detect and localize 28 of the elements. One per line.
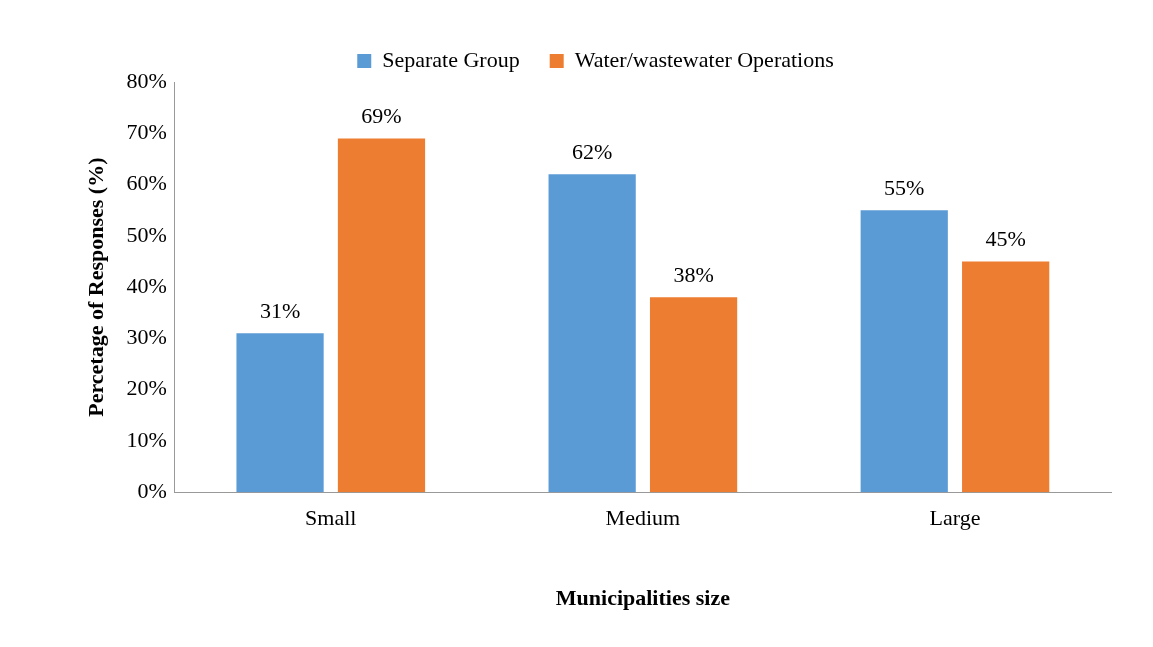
y-tick-label: 50%: [126, 221, 167, 247]
y-tick-label: 40%: [126, 272, 167, 298]
y-axis-title: Percetage of Responses (%): [82, 157, 108, 417]
bar: [962, 261, 1050, 493]
data-label: 45%: [985, 226, 1026, 252]
bar: [236, 333, 324, 493]
bar: [548, 174, 636, 493]
x-axis-title: Municipalities size: [555, 585, 731, 611]
data-label: 62%: [571, 139, 613, 165]
legend-label: Separate Group: [382, 46, 520, 72]
y-tick-label: 10%: [126, 426, 167, 452]
x-tick-label: Medium: [605, 505, 681, 531]
y-tick-label: 70%: [126, 119, 167, 145]
legend-label: Water/wastewater Operations: [574, 46, 834, 72]
data-label: 38%: [673, 262, 714, 288]
x-tick-label: Large: [929, 505, 981, 531]
bar: [337, 138, 426, 493]
data-label: 31%: [259, 298, 301, 324]
bar: [860, 210, 948, 493]
y-tick-label: 0%: [137, 477, 167, 503]
data-label: 69%: [361, 103, 402, 129]
bar: [649, 297, 738, 493]
x-tick-label: Small: [305, 505, 357, 531]
data-label: 55%: [884, 174, 925, 200]
y-tick-label: 30%: [126, 324, 167, 350]
y-tick-label: 80%: [126, 67, 167, 93]
y-tick-label: 20%: [126, 375, 167, 401]
y-tick-label: 60%: [126, 170, 167, 196]
